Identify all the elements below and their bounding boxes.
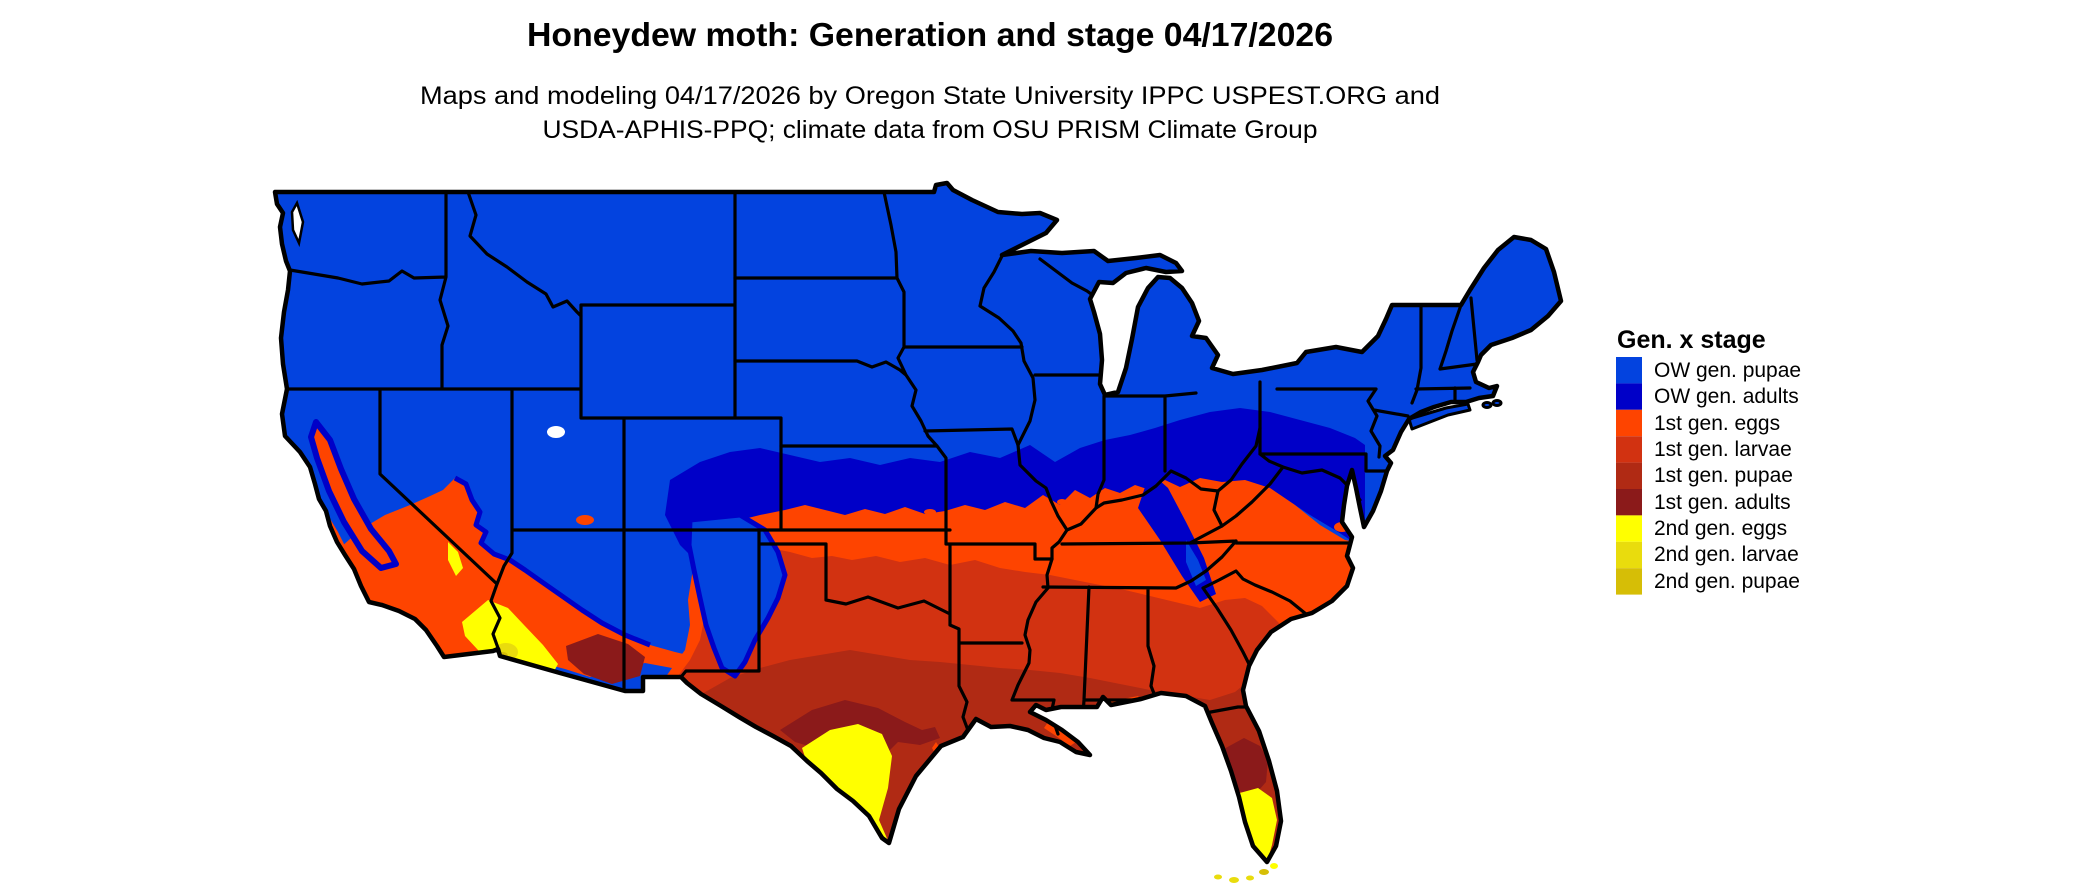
- eggs-fringe-la-delta: [1044, 722, 1076, 746]
- legend-label-1st-pupae: 1st gen. pupae: [1654, 464, 1793, 487]
- legend-swatch-ow-adults: [1616, 383, 1642, 410]
- legend-label-2nd-eggs: 2nd gen. eggs: [1654, 517, 1787, 540]
- zone-eggs2-sfl: [1236, 788, 1277, 862]
- legend-label-1st-adults: 1st gen. adults: [1654, 491, 1791, 514]
- long-island: [1407, 402, 1472, 431]
- ow-adults-desert-fringe: [453, 475, 651, 648]
- legend-title: Gen. x stage: [1617, 326, 1766, 354]
- keys-dot-3: [1246, 875, 1254, 881]
- keys-dot-5: [1270, 863, 1278, 869]
- nantucket: [1491, 399, 1503, 407]
- page-title: Honeydew moth: Generation and stage 04/1…: [527, 16, 1333, 53]
- legend-swatch-2nd-eggs: [1616, 515, 1642, 542]
- zone-adults1-florida: [1222, 738, 1268, 798]
- eggs-speckle-1: [924, 509, 936, 515]
- great-salt-lake: [547, 426, 565, 438]
- legend-swatch-1st-larvae: [1616, 436, 1642, 463]
- borders-east: [1212, 380, 1410, 528]
- state-borders: [285, 190, 1479, 736]
- legend-swatch-ow-pupae: [1616, 357, 1642, 384]
- zone-ow-adults-band: [665, 408, 1365, 560]
- legend-swatch-1st-adults: [1616, 489, 1642, 516]
- zone-eggs-ca-coast: [325, 512, 381, 602]
- legend-label-ow-pupae: OW gen. pupae: [1654, 359, 1801, 382]
- subtitle-line-1: Maps and modeling 04/17/2026 by Oregon S…: [420, 82, 1440, 110]
- legend-label-1st-eggs: 1st gen. eggs: [1654, 412, 1780, 435]
- legend-label-1st-larvae: 1st gen. larvae: [1654, 438, 1792, 461]
- conus-outline: [272, 180, 1564, 865]
- legend-swatch-1st-pupae: [1616, 462, 1642, 489]
- keys-dot-2: [1229, 877, 1239, 883]
- subtitle-line-2: USDA-APHIS-PPQ; climate data from OSU PR…: [543, 116, 1318, 144]
- legend-label-ow-adults: OW gen. adults: [1654, 385, 1799, 408]
- keys-dot-1: [1214, 874, 1222, 880]
- borders-south: [1041, 524, 1364, 717]
- legend-swatch-1st-eggs: [1616, 409, 1642, 437]
- eggs-speckle-2: [1000, 503, 1010, 509]
- borders-plains: [679, 190, 1054, 735]
- header: Honeydew moth: Generation and stage 04/1…: [420, 16, 1440, 144]
- legend-swatch-2nd-pupae: [1616, 568, 1642, 595]
- zone-eggs-central-valley: [308, 419, 399, 571]
- puget-sound: [290, 199, 305, 248]
- borders-pacific-mountain: [285, 190, 952, 692]
- florida-keys: [1214, 863, 1278, 883]
- legend-swatch-2nd-larvae: [1616, 541, 1642, 569]
- eggs-speckle-3: [1057, 499, 1067, 505]
- zone-eggs2-rgv: [802, 724, 892, 843]
- long-island-group: [1407, 399, 1503, 431]
- central-valley-group: [308, 419, 399, 571]
- zone-eggs2-deathvalley: [448, 542, 463, 576]
- legend: Gen. x stage OW gen. pupae OW gen. adult…: [1616, 326, 1801, 595]
- keys-dot-4: [1259, 869, 1269, 875]
- legend-label-2nd-larvae: 2nd gen. larvae: [1654, 543, 1799, 566]
- eggs-speckle-stgeorge: [576, 515, 594, 525]
- borders-new-england: [1410, 296, 1479, 409]
- marthas-vineyard: [1481, 401, 1493, 409]
- legend-label-2nd-pupae: 2nd gen. pupae: [1654, 570, 1800, 593]
